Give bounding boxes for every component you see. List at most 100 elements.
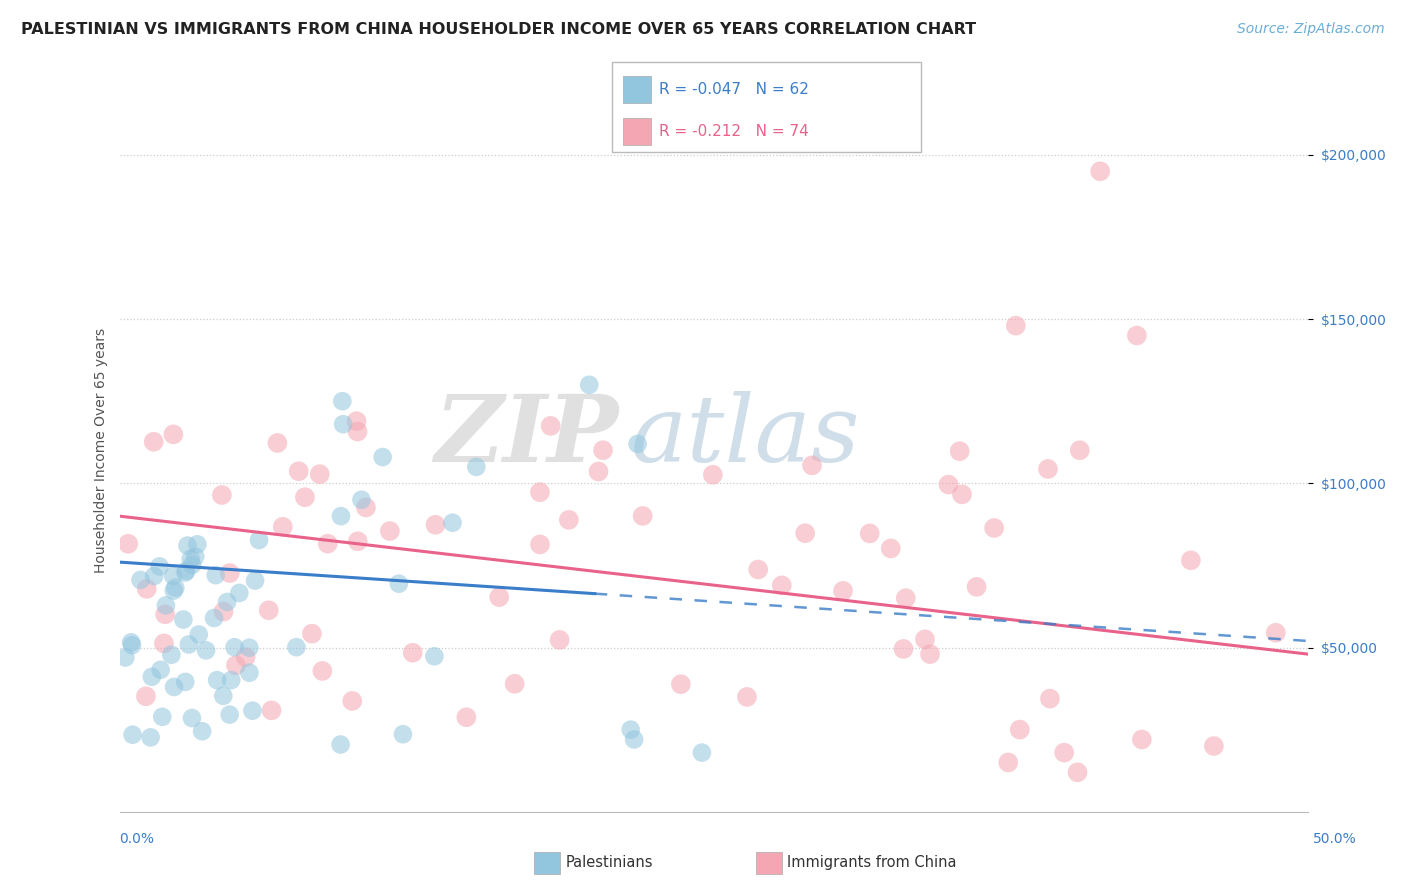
Point	[1039, 691, 1062, 706]
Point	[135, 690, 157, 704]
Point	[1066, 765, 1088, 780]
Point	[488, 590, 510, 604]
Point	[143, 569, 166, 583]
Text: R = -0.047   N = 62: R = -0.047 N = 62	[659, 82, 810, 96]
Point	[371, 450, 394, 464]
Point	[184, 549, 207, 564]
Point	[346, 414, 368, 428]
Point	[205, 673, 228, 687]
Point	[153, 607, 176, 622]
Point	[938, 477, 960, 491]
Text: Immigrants from China: Immigrants from China	[787, 855, 957, 870]
Point	[794, 526, 817, 541]
Text: PALESTINIAN VS IMMIGRANTS FROM CHINA HOUSEHOLDER INCOME OVER 65 YEARS CORRELATIO: PALESTINIAN VS IMMIGRANTS FROM CHINA HOU…	[21, 22, 976, 37]
Point	[770, 578, 793, 592]
Point	[1264, 625, 1286, 640]
Point	[378, 524, 401, 538]
Point	[354, 500, 377, 515]
Point	[225, 658, 247, 673]
Text: 50.0%: 50.0%	[1313, 832, 1357, 846]
Point	[626, 437, 648, 451]
Point	[219, 673, 242, 687]
Point	[548, 632, 571, 647]
Point	[332, 417, 354, 432]
Point	[529, 485, 551, 500]
Point	[342, 694, 364, 708]
Text: Palestinians: Palestinians	[565, 855, 652, 870]
Point	[465, 459, 488, 474]
Point	[456, 710, 478, 724]
Point	[212, 605, 235, 619]
Point	[224, 640, 246, 655]
Point	[181, 558, 204, 572]
Point	[1202, 739, 1225, 753]
Point	[174, 674, 197, 689]
Point	[346, 425, 368, 439]
Point	[287, 464, 309, 478]
Point	[983, 521, 1005, 535]
Point	[186, 537, 208, 551]
Point	[149, 663, 172, 677]
Point	[202, 611, 225, 625]
Point	[1130, 732, 1153, 747]
Point	[155, 599, 177, 613]
Point	[120, 635, 142, 649]
Point	[139, 731, 162, 745]
Point	[163, 583, 186, 598]
Point	[669, 677, 692, 691]
Point	[301, 626, 323, 640]
Point	[174, 566, 197, 580]
Point	[1008, 723, 1031, 737]
Point	[893, 642, 915, 657]
Point	[243, 574, 266, 588]
Point	[441, 516, 464, 530]
Point	[329, 738, 352, 752]
Point	[894, 591, 917, 606]
Point	[266, 436, 288, 450]
Point	[148, 559, 170, 574]
Point	[402, 646, 425, 660]
Point	[702, 467, 724, 482]
Point	[121, 638, 143, 652]
Point	[1069, 443, 1091, 458]
Point	[623, 732, 645, 747]
Point	[228, 586, 250, 600]
Point	[388, 576, 411, 591]
Point	[997, 756, 1019, 770]
Point	[294, 490, 316, 504]
Point	[1004, 318, 1026, 333]
Point	[859, 526, 882, 541]
Point	[187, 627, 209, 641]
Text: 0.0%: 0.0%	[120, 832, 155, 846]
Point	[631, 508, 654, 523]
Point	[350, 492, 373, 507]
Point	[578, 377, 600, 392]
Point	[592, 443, 614, 458]
Point	[1088, 164, 1111, 178]
Text: atlas: atlas	[630, 391, 860, 481]
Text: Source: ZipAtlas.com: Source: ZipAtlas.com	[1237, 22, 1385, 37]
Point	[690, 746, 713, 760]
Point	[217, 595, 239, 609]
Point	[235, 650, 257, 665]
Point	[529, 537, 551, 551]
Point	[392, 727, 415, 741]
Point	[181, 711, 204, 725]
Point	[160, 648, 183, 662]
Point	[172, 613, 194, 627]
Point	[311, 664, 333, 678]
Point	[558, 513, 581, 527]
Point	[260, 703, 283, 717]
Point	[425, 517, 447, 532]
Point	[918, 647, 941, 661]
Point	[540, 418, 562, 433]
Point	[117, 537, 139, 551]
Point	[346, 534, 368, 549]
Point	[257, 603, 280, 617]
Point	[247, 533, 270, 547]
Point	[238, 640, 260, 655]
Point	[332, 394, 354, 409]
Point	[195, 643, 218, 657]
Point	[142, 434, 165, 449]
Point	[735, 690, 758, 704]
